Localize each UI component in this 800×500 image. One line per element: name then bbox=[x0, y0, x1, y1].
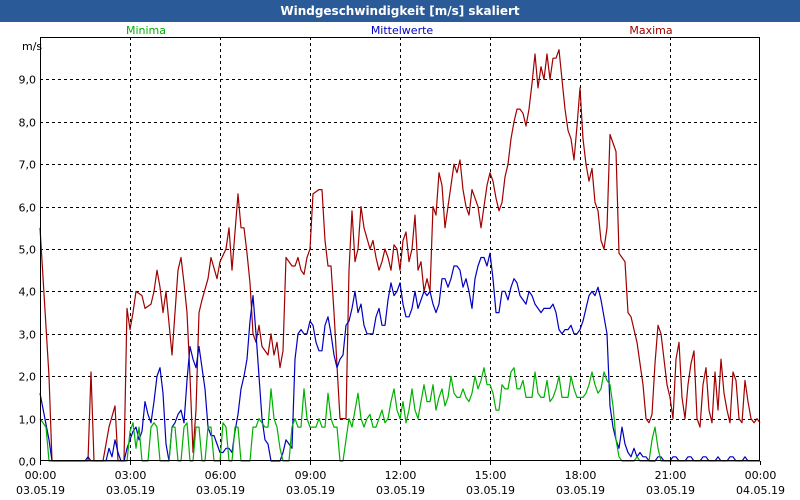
plot-border bbox=[40, 37, 760, 461]
y-tick-label: 8,0 bbox=[19, 117, 37, 130]
x-tick-date: 03.05.19 bbox=[646, 484, 695, 497]
legend-minima: Minima bbox=[126, 24, 166, 37]
y-tick-label: 3,0 bbox=[19, 329, 37, 342]
axes: m/s Minima Mittelwerte Maxima 0,0 1,0 2,0 3… bbox=[16, 24, 785, 497]
series-line-minima bbox=[39, 367, 760, 462]
series-line-maxima bbox=[39, 49, 761, 462]
x-tick-date: 03.05.19 bbox=[556, 484, 605, 497]
grid bbox=[40, 37, 760, 461]
plot-frame bbox=[40, 37, 761, 465]
x-tick-date: 03.05.19 bbox=[286, 484, 335, 497]
y-tick-label: 9,0 bbox=[19, 74, 37, 87]
y-tick-label: 2,0 bbox=[19, 371, 37, 384]
x-tick-date: 03.05.19 bbox=[106, 484, 155, 497]
x-tick-date: 03.05.19 bbox=[196, 484, 245, 497]
x-tick-date: 03.05.19 bbox=[376, 484, 425, 497]
x-tick-time: 09:00 bbox=[295, 469, 327, 482]
y-tick-label: 4,0 bbox=[19, 286, 37, 299]
legend-mittelwerte: Mittelwerte bbox=[371, 24, 434, 37]
x-tick-time: 03:00 bbox=[115, 469, 147, 482]
series-group bbox=[39, 49, 761, 462]
y-tick-label: 6,0 bbox=[19, 202, 37, 215]
y-tick-label: 1,0 bbox=[19, 414, 37, 427]
y-tick-label: 5,0 bbox=[19, 244, 37, 257]
legend-maxima: Maxima bbox=[629, 24, 672, 37]
x-tick-time: 06:00 bbox=[205, 469, 237, 482]
x-tick-date: 03.05.19 bbox=[16, 484, 65, 497]
y-axis-unit-label: m/s bbox=[22, 40, 42, 53]
x-tick-time: 21:00 bbox=[655, 469, 687, 482]
x-tick-date: 04.05.19 bbox=[736, 484, 785, 497]
y-tick-label: 0,0 bbox=[19, 456, 37, 469]
x-tick-time: 00:00 bbox=[745, 469, 777, 482]
series-line-mittelwerte bbox=[39, 252, 760, 462]
x-tick-time: 15:00 bbox=[475, 469, 507, 482]
y-tick-label: 7,0 bbox=[19, 159, 37, 172]
x-tick-date: 03.05.19 bbox=[466, 484, 515, 497]
x-tick-time: 12:00 bbox=[385, 469, 417, 482]
x-tick-time: 00:00 bbox=[25, 469, 57, 482]
x-tick-time: 18:00 bbox=[565, 469, 597, 482]
window-title: Windgeschwindigkeit [m/s] skaliert bbox=[0, 0, 800, 22]
wind-speed-chart: m/s Minima Mittelwerte Maxima 0,0 1,0 2,0 3… bbox=[16, 24, 785, 497]
